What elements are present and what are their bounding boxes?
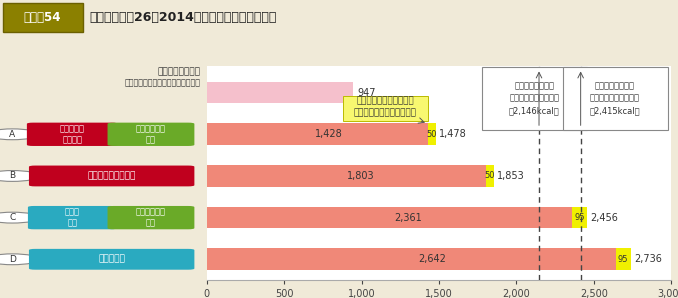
Text: D: D — [9, 255, 16, 264]
Text: いも類
中心: いも類 中心 — [65, 208, 80, 228]
Bar — [486, 165, 494, 187]
Circle shape — [0, 254, 39, 265]
Text: 1,853: 1,853 — [497, 171, 525, 181]
Text: B: B — [9, 171, 16, 181]
Text: 我が国の平成26（2014）年度の食料自給力指標: 我が国の平成26（2014）年度の食料自給力指標 — [89, 11, 277, 24]
FancyBboxPatch shape — [343, 96, 428, 121]
Text: 2,456: 2,456 — [591, 213, 618, 223]
Text: 再生利用可能な荒廃農地
においても作付けする場合: 再生利用可能な荒廃農地 においても作付けする場合 — [354, 97, 417, 118]
Text: 2,361: 2,361 — [394, 213, 422, 223]
Text: 50: 50 — [485, 171, 495, 181]
Text: 1,428: 1,428 — [315, 129, 342, 139]
Text: 2,642: 2,642 — [418, 254, 445, 264]
Text: 米・小麦・大豆中心: 米・小麦・大豆中心 — [87, 171, 136, 181]
Bar — [616, 249, 631, 270]
Text: 2,736: 2,736 — [634, 254, 662, 264]
Text: いも類中心: いも類中心 — [98, 255, 125, 264]
FancyBboxPatch shape — [3, 3, 83, 32]
Text: 米・小麦・
大豆中心: 米・小麦・ 大豆中心 — [60, 124, 85, 144]
FancyBboxPatch shape — [29, 166, 195, 186]
Bar — [572, 207, 587, 229]
Text: 図表－54: 図表－54 — [23, 11, 61, 24]
Text: （kcal/人・日）: （kcal/人・日） — [619, 297, 671, 298]
FancyBboxPatch shape — [27, 123, 118, 146]
Bar — [428, 123, 435, 145]
Text: 国産熱量の実績値: 国産熱量の実績値 — [157, 68, 201, 77]
Text: 1,803: 1,803 — [346, 171, 374, 181]
Text: A: A — [9, 130, 16, 139]
Bar — [207, 207, 572, 229]
FancyBboxPatch shape — [29, 249, 195, 270]
Text: 95: 95 — [574, 213, 585, 222]
FancyBboxPatch shape — [28, 206, 117, 229]
Text: （食料自給率の分子：供給ベース）: （食料自給率の分子：供給ベース） — [125, 79, 201, 88]
Circle shape — [0, 129, 39, 140]
Text: 50: 50 — [426, 130, 437, 139]
Text: 栄養バランス
考慮: 栄養バランス 考慮 — [136, 208, 166, 228]
FancyBboxPatch shape — [108, 123, 195, 146]
Text: １人・１日当たり
総供給熱量（実績値）
（2,415kcal）: １人・１日当たり 総供給熱量（実績値） （2,415kcal） — [590, 81, 641, 115]
Bar — [207, 82, 353, 103]
FancyBboxPatch shape — [563, 67, 668, 130]
Text: 栄養バランス
考慮: 栄養バランス 考慮 — [136, 124, 166, 144]
Text: １人・１日当たり
推定エネルギー必要量
（2,146kcal）: １人・１日当たり 推定エネルギー必要量 （2,146kcal） — [508, 81, 559, 115]
Text: 95: 95 — [618, 255, 629, 264]
FancyBboxPatch shape — [481, 67, 586, 130]
FancyBboxPatch shape — [108, 206, 195, 229]
Bar — [207, 123, 428, 145]
Text: 1,478: 1,478 — [439, 129, 466, 139]
Bar — [207, 249, 616, 270]
Text: 947: 947 — [357, 88, 376, 98]
Text: C: C — [9, 213, 16, 222]
Circle shape — [0, 212, 39, 223]
Bar — [207, 165, 486, 187]
Circle shape — [0, 170, 39, 181]
